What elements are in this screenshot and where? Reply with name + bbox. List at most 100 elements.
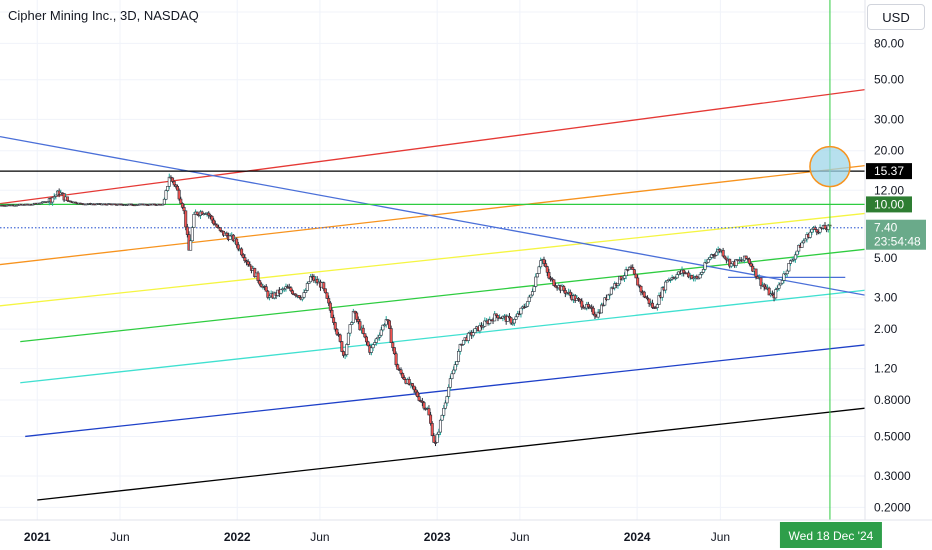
currency-button[interactable]: USD [867,4,925,30]
candle-body [808,231,812,238]
candle-body [810,228,814,233]
candle-body [563,290,567,294]
candle-body [721,249,725,257]
y-tick-label: 50.00 [874,73,904,87]
candle-body [371,344,375,349]
candle-body [452,369,456,375]
crosshair-date-label: Wed 18 Dec '24 [789,529,874,543]
last-price-value: 7.40 [874,221,898,235]
candle-body [530,291,534,296]
x-tick-label: Jun [310,530,329,544]
candle-body [195,211,199,215]
x-tick-label: Jun [110,530,129,544]
candle-body [657,295,661,305]
x-tick-label: Jun [711,530,730,544]
candle-body [655,304,659,308]
candle-body [527,296,531,302]
candle-body [177,189,181,200]
candle-body [519,307,523,315]
candle-body [442,407,446,416]
candle-body [473,328,477,333]
candle-body [328,302,332,311]
candle-body [54,194,58,197]
candle-body [516,313,520,318]
candle-body [606,294,610,300]
candle-body [338,334,342,342]
trend-line [0,164,865,266]
candle-body [302,292,306,298]
candle-body [412,385,416,391]
candle-body [747,258,751,264]
price-label-box [866,163,912,180]
candle-body [192,213,196,228]
candle-body [330,309,334,318]
candle-body [568,291,572,296]
candle-body [650,302,654,308]
candle-body [609,287,613,295]
candle-body [297,295,301,298]
candle-body [379,329,383,336]
crosshair-date-box [779,522,882,548]
candle-body [427,408,431,416]
candle-body [164,190,168,200]
candle-body [207,212,211,216]
candle-body [218,227,222,231]
x-tick-label: 2022 [224,530,251,544]
candle-body [483,320,487,327]
candle-body [289,287,293,292]
candle-body [534,276,538,287]
candle-body [660,287,664,298]
candle-body [544,263,548,267]
y-tick-label: 2.00 [874,322,898,336]
candle-body [580,300,584,308]
candle-body [552,279,556,286]
candle-body [180,203,184,208]
candle-body [494,313,498,316]
candle-body [51,197,55,203]
candle-body [562,285,566,291]
candle-body [457,350,461,362]
candle-body [399,369,403,374]
candle-body [698,274,702,279]
candle-body [345,344,349,356]
candle-body [728,258,732,267]
candle-body [215,224,219,228]
candle-body [430,423,434,436]
price-label-box [866,196,912,213]
candle-body [703,262,707,270]
candle-body [348,324,352,334]
y-tick-label: 12.00 [874,183,904,197]
candle-body [182,207,186,212]
candle-body [322,282,326,290]
candle-body [636,277,640,286]
trend-line [20,248,865,343]
candle-body [179,198,183,204]
candle-body [455,361,459,365]
candle-body [256,272,260,281]
y-tick-label: 20.00 [874,144,904,158]
candle-body [471,332,475,336]
candle-body [65,196,69,201]
trend-line [0,89,865,205]
candle-body [785,270,789,275]
candle-body [458,344,462,352]
price-label-text: 15.37 [874,164,904,178]
candle-body [591,307,595,315]
candle-body [162,198,166,205]
candle-body [332,317,336,323]
y-tick-label: 3.00 [874,291,898,305]
candle-body [258,280,262,285]
y-tick-label: 0.2000 [874,500,911,514]
y-tick-label: 80.00 [874,36,904,50]
candle-body [350,322,354,325]
candle-body [167,176,171,187]
drawing-layer [0,89,865,501]
candle-body [305,283,309,291]
candle-body [445,396,449,404]
candle-body [307,281,311,284]
candle-body [600,304,604,314]
y-tick-label: 30.00 [874,112,904,126]
candle-body [823,225,827,230]
